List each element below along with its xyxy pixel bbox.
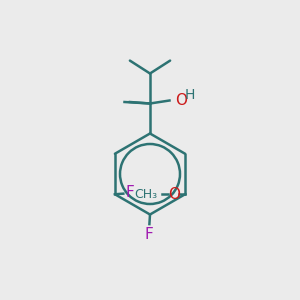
Text: O: O (168, 187, 180, 202)
Text: O: O (176, 93, 188, 108)
Text: CH₃: CH₃ (134, 188, 157, 201)
Text: H: H (185, 88, 196, 102)
Text: F: F (144, 227, 153, 242)
Text: F: F (125, 185, 134, 200)
